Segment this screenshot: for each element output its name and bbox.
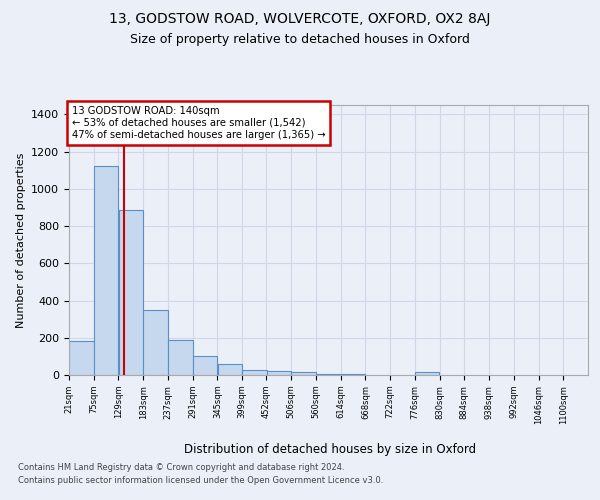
Text: 13, GODSTOW ROAD, WOLVERCOTE, OXFORD, OX2 8AJ: 13, GODSTOW ROAD, WOLVERCOTE, OXFORD, OX… xyxy=(109,12,491,26)
Bar xyxy=(218,364,242,375)
Y-axis label: Number of detached properties: Number of detached properties xyxy=(16,152,26,328)
Text: Distribution of detached houses by size in Oxford: Distribution of detached houses by size … xyxy=(184,442,476,456)
Bar xyxy=(415,372,439,375)
Bar xyxy=(341,374,365,375)
Bar xyxy=(119,210,143,375)
Text: Contains HM Land Registry data © Crown copyright and database right 2024.: Contains HM Land Registry data © Crown c… xyxy=(18,462,344,471)
Bar xyxy=(69,340,94,375)
Bar xyxy=(266,372,291,375)
Text: Size of property relative to detached houses in Oxford: Size of property relative to detached ho… xyxy=(130,32,470,46)
Bar xyxy=(94,166,118,375)
Bar xyxy=(316,374,341,375)
Text: Contains public sector information licensed under the Open Government Licence v3: Contains public sector information licen… xyxy=(18,476,383,485)
Bar xyxy=(291,372,316,375)
Bar xyxy=(242,370,267,375)
Bar xyxy=(168,340,193,375)
Bar xyxy=(193,356,217,375)
Text: 13 GODSTOW ROAD: 140sqm
← 53% of detached houses are smaller (1,542)
47% of semi: 13 GODSTOW ROAD: 140sqm ← 53% of detache… xyxy=(71,106,325,140)
Bar xyxy=(143,310,168,375)
